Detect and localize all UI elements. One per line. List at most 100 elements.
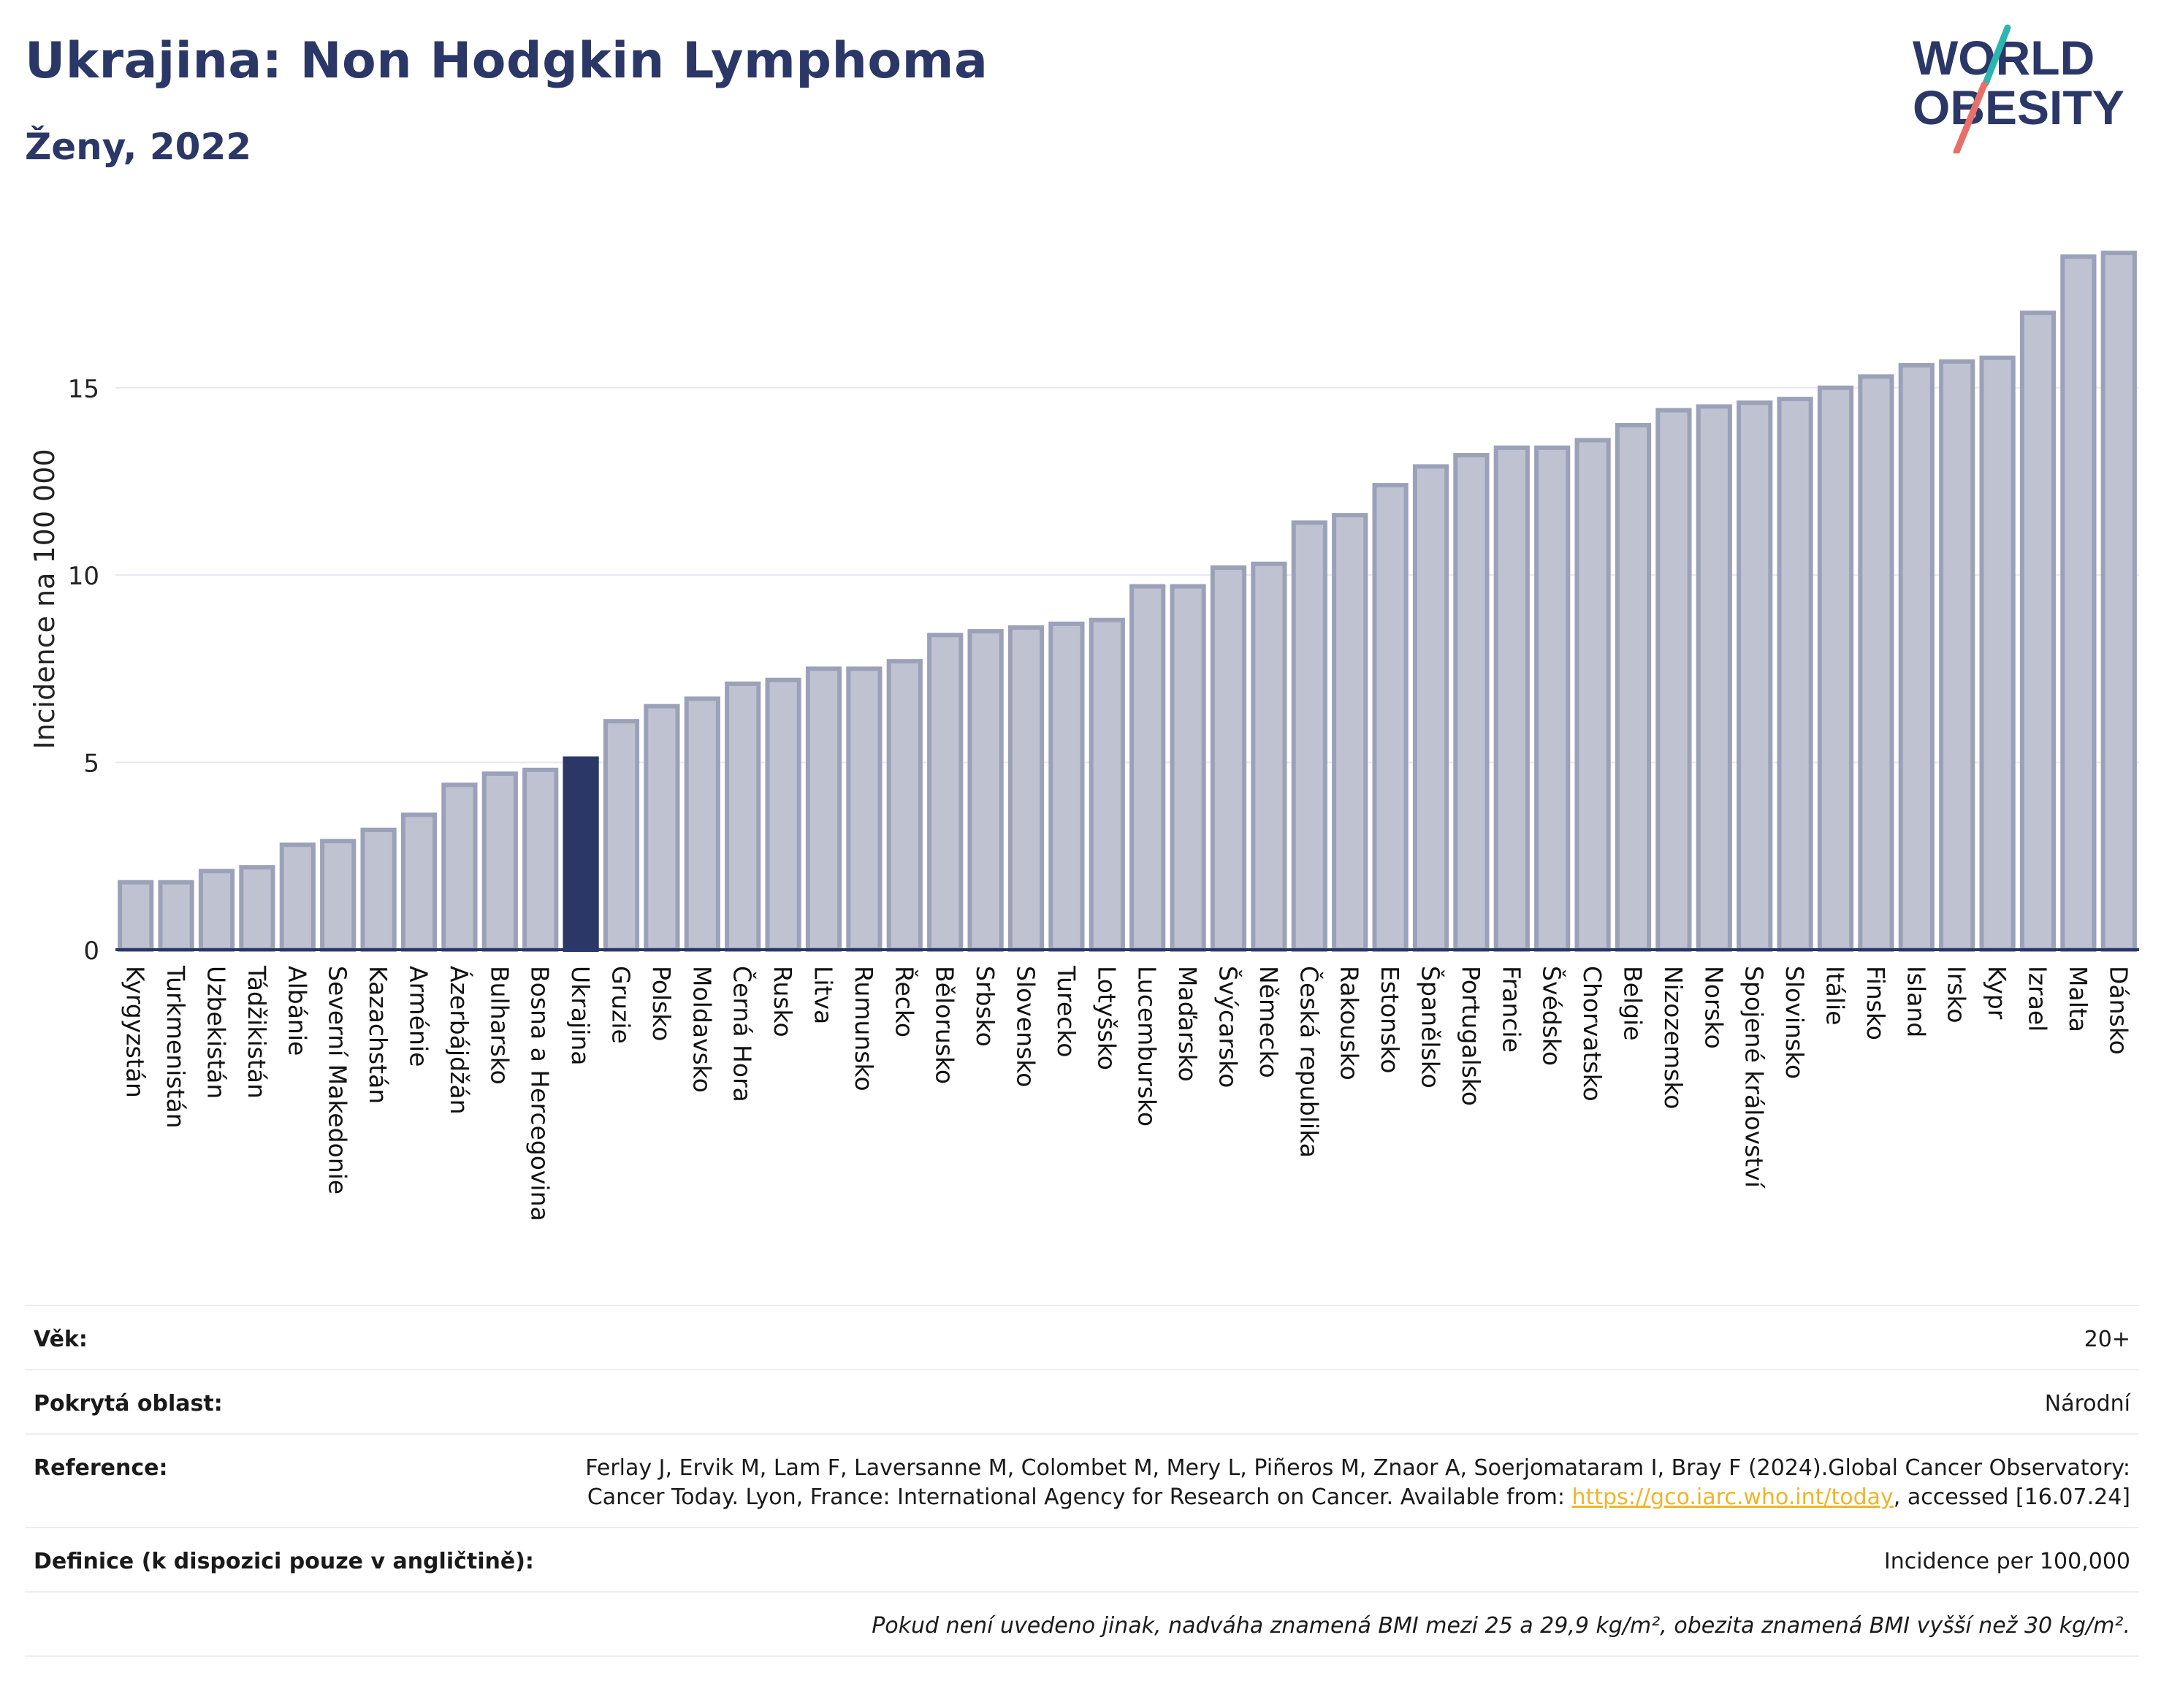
x-tick-label: Island (1902, 966, 1930, 1037)
bar (320, 839, 357, 953)
bar (1615, 423, 1652, 952)
x-tick-label: Ázerbájdžán (445, 966, 474, 1115)
chart-subtitle: Ženy, 2022 (25, 126, 252, 168)
x-tick-label: Uzbekistán (202, 966, 231, 1099)
bar (563, 756, 599, 952)
x-tick-label: Malta (2064, 966, 2092, 1032)
x-tick-label: Srbsko (971, 966, 999, 1047)
info-label-age: Věk: (34, 1327, 88, 1352)
bar (644, 704, 680, 953)
x-tick-label: Rusko (769, 966, 797, 1037)
bar (2100, 251, 2137, 952)
x-tick-label: Litva (809, 966, 838, 1024)
bar (927, 633, 964, 952)
x-tick-label: Finsko (1861, 966, 1890, 1040)
bar (1858, 374, 1894, 952)
bar (441, 782, 478, 953)
x-tick-label: Španělsko (1417, 966, 1446, 1089)
logo-slash-teal (1982, 24, 2011, 87)
info-label-coverage: Pokrytá oblast: (34, 1391, 223, 1417)
bar (1291, 520, 1327, 952)
x-tick-label: Rumunsko (850, 966, 878, 1091)
x-tick-label: Ukrajina (566, 966, 595, 1066)
bar (1655, 408, 1692, 952)
bar (1210, 565, 1247, 952)
x-tick-label: Kyrgyzstán (121, 966, 150, 1098)
bar (1939, 359, 1975, 953)
x-tick-label: Bosna a Hercegovina (526, 966, 554, 1221)
y-tick-label: 5 (83, 750, 99, 779)
bar (1453, 453, 1490, 952)
x-tick-label: Bulharsko (485, 966, 514, 1085)
x-tick-label: Švýcarsko (1214, 966, 1243, 1088)
x-tick-label: Slovinsko (1780, 966, 1809, 1079)
x-tick-label: Řecko (890, 966, 919, 1037)
y-tick-label: 0 (83, 937, 99, 966)
bar (1534, 445, 1571, 952)
bar (1817, 385, 1854, 952)
info-value-reference: Ferlay J, Ervik M, Lam F, Laversanne M, … (560, 1454, 2130, 1512)
bar (1777, 397, 1813, 952)
x-tick-label: Černá Hora (728, 966, 758, 1102)
x-tick-label: Německo (1254, 966, 1283, 1078)
bar (1332, 513, 1368, 952)
info-label-reference: Reference: (34, 1455, 168, 1481)
bar (1372, 483, 1409, 952)
x-tick-label: Moldavsko (687, 966, 716, 1093)
reference-link[interactable]: https://gco.iarc.who.int/today (1571, 1484, 1894, 1510)
bar (400, 812, 438, 953)
info-row-reference: Reference: Ferlay J, Ervik M, Lam F, Lav… (25, 1435, 2139, 1528)
info-row-age: Věk: 20+ (25, 1306, 2139, 1370)
info-row-coverage: Pokrytá oblast: Národní (25, 1370, 2139, 1435)
x-tick-label: Švédsko (1538, 966, 1567, 1066)
bar (198, 869, 235, 953)
x-tick-label: Maďarsko (1173, 966, 1202, 1082)
bmi-note: Pokud není uvedeno jinak, nadváha znamen… (872, 1613, 2130, 1639)
x-tick-label: Estonsko (1376, 966, 1404, 1073)
info-row-definition: Definice (k dispozici pouze v angličtině… (25, 1528, 2139, 1593)
logo-text-obesity: OBESITY (1913, 80, 2124, 134)
bar (1170, 584, 1206, 952)
x-tick-label: Chorvatsko (1578, 966, 1607, 1102)
x-tick-label: Turkmenistán (161, 965, 190, 1129)
x-tick-label: Spojené království (1740, 966, 1769, 1189)
x-tick-label: Itálie (1821, 966, 1850, 1026)
bar-chart: 0 5 10 15 Kyrgyzstán Turkmenistán Uzbekistán Tá… (28, 251, 2139, 1221)
bar (158, 880, 194, 952)
x-tick-label: Česká republika (1295, 966, 1324, 1158)
bar (360, 827, 397, 953)
bar (603, 719, 640, 953)
bar (118, 880, 154, 952)
info-value-definition: Incidence per 100,000 (1883, 1549, 2130, 1574)
bar (1129, 584, 1166, 952)
bar (725, 681, 761, 953)
bar (2060, 254, 2097, 952)
x-tick-label: Arménie (405, 966, 433, 1067)
bar (886, 659, 923, 953)
x-tick-label: Norsko (1699, 966, 1728, 1049)
x-tick-label: Irsko (1943, 966, 1971, 1023)
chart-title: Ukrajina: Non Hodgkin Lymphoma (25, 32, 988, 90)
bar (805, 666, 842, 953)
x-tick-label: Izrael (2024, 966, 2052, 1032)
bar (1089, 617, 1125, 952)
x-tick-label: Bělorusko (931, 966, 959, 1084)
info-label-definition: Definice (k dispozici pouze v angličtině… (34, 1549, 534, 1574)
bars (118, 251, 2137, 953)
x-tick-label: Gruzie (607, 966, 636, 1044)
x-tick-label: Dánsko (2104, 966, 2133, 1055)
bar (1251, 561, 1287, 952)
bar (481, 771, 518, 952)
bar (1737, 400, 1773, 952)
info-table: Věk: 20+ Pokrytá oblast: Národní Referen… (25, 1305, 2139, 1657)
x-tick-label: Rakousko (1335, 966, 1364, 1080)
x-tick-label: Turecko (1052, 965, 1080, 1057)
bar (2019, 310, 2057, 952)
x-tick-label: Belgie (1619, 966, 1647, 1041)
bar (1574, 438, 1611, 952)
x-tick-label: Severní Makedonie (324, 966, 352, 1194)
bar (1412, 464, 1449, 952)
reference-accessed: , accessed [16.07.24] (1893, 1484, 2130, 1510)
bar (846, 666, 883, 953)
info-value-age: 20+ (2084, 1327, 2130, 1352)
